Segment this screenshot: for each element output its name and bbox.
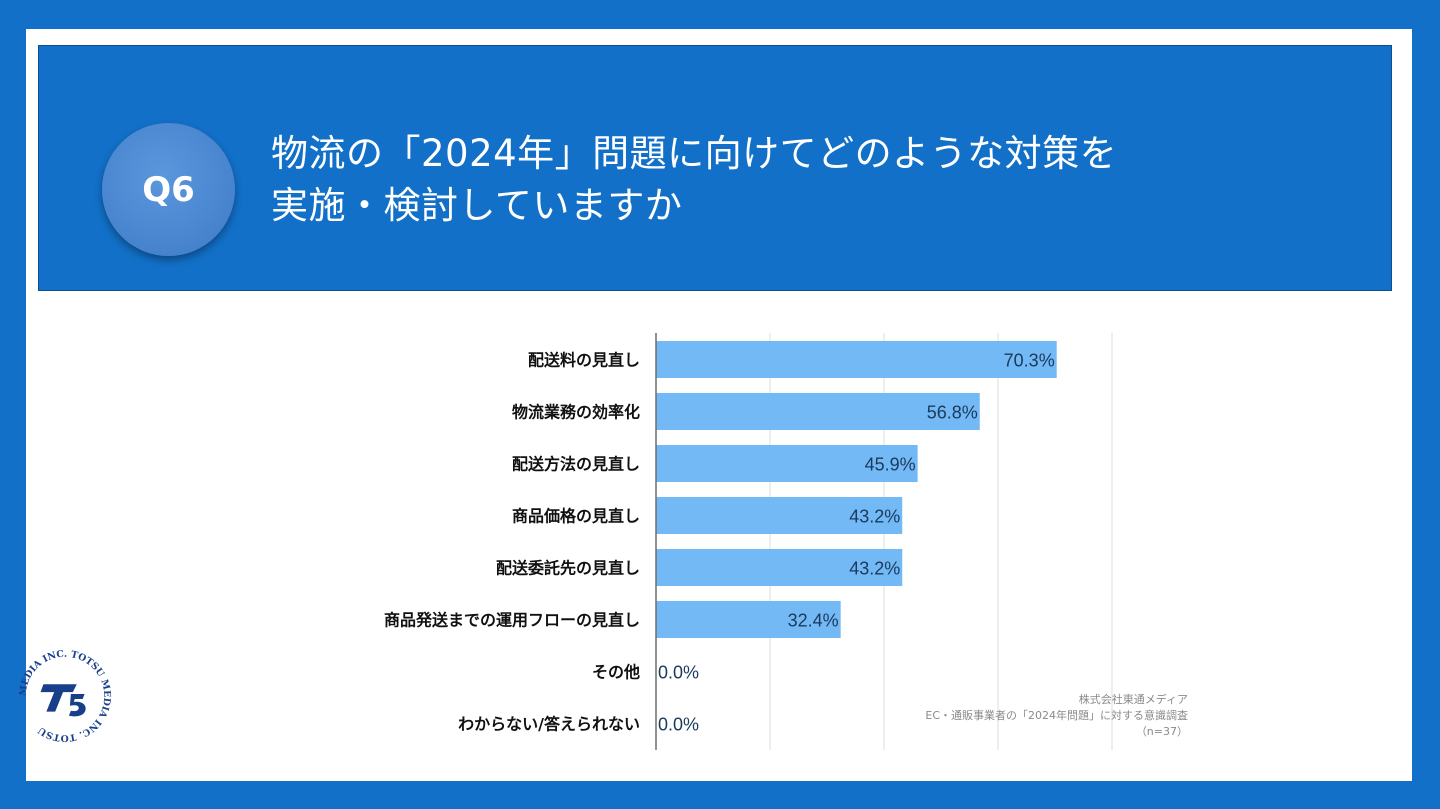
source-line-2: EC・通販事業者の「2024年問題」に対する意識調査: [925, 709, 1188, 722]
value-label: 43.2%: [849, 559, 900, 579]
logo-ring-text: MEDIA INC. TOTSU MEDIA INC. TOTSU: [18, 649, 113, 744]
source-note: 株式会社東通メディア EC・通販事業者の「2024年問題」に対する意識調査 （n…: [925, 692, 1188, 740]
bar: [656, 497, 903, 534]
category-label: 配送方法の見直し: [512, 455, 640, 474]
bar: [656, 549, 903, 586]
value-label: 32.4%: [788, 611, 839, 631]
bar: [656, 445, 918, 482]
category-label: 商品価格の見直し: [512, 507, 640, 526]
question-badge: Q6: [102, 123, 235, 256]
source-line-1: 株式会社東通メディア: [1078, 693, 1188, 706]
bar: [656, 601, 841, 638]
question-title: 物流の「2024年」問題に向けてどのような対策を 実施・検討していますか: [271, 128, 1271, 232]
category-label: 配送委託先の見直し: [496, 559, 640, 578]
category-label: 配送料の見直し: [528, 351, 640, 370]
question-title-line-2: 実施・検討していますか: [271, 184, 683, 227]
bar: [656, 393, 980, 430]
value-label: 70.3%: [1004, 351, 1055, 371]
question-title-line-1: 物流の「2024年」問題に向けてどのような対策を: [271, 132, 1118, 175]
value-label: 43.2%: [849, 507, 900, 527]
svg-text:MEDIA INC. TOTSU MEDIA INC. TO: MEDIA INC. TOTSU MEDIA INC. TOTSU: [18, 649, 113, 744]
question-header: Q6 物流の「2024年」問題に向けてどのような対策を 実施・検討していますか: [38, 45, 1392, 291]
source-line-3: （n=37）: [1135, 725, 1188, 738]
totsu-media-logo: MEDIA INC. TOTSU MEDIA INC. TOTSU: [18, 649, 113, 744]
content-card: Q6 物流の「2024年」問題に向けてどのような対策を 実施・検討していますか: [26, 29, 1412, 781]
value-label: 45.9%: [865, 455, 916, 475]
value-label: 0.0%: [658, 663, 699, 683]
value-label: 56.8%: [927, 403, 978, 423]
bar: [656, 341, 1057, 378]
logo-mark: [40, 684, 86, 717]
value-label: 0.0%: [658, 715, 699, 735]
category-label: その他: [592, 663, 640, 682]
category-label: わからない/答えられない: [458, 715, 640, 734]
category-label: 商品発送までの運用フローの見直し: [384, 611, 640, 630]
category-label: 物流業務の効率化: [512, 403, 640, 422]
